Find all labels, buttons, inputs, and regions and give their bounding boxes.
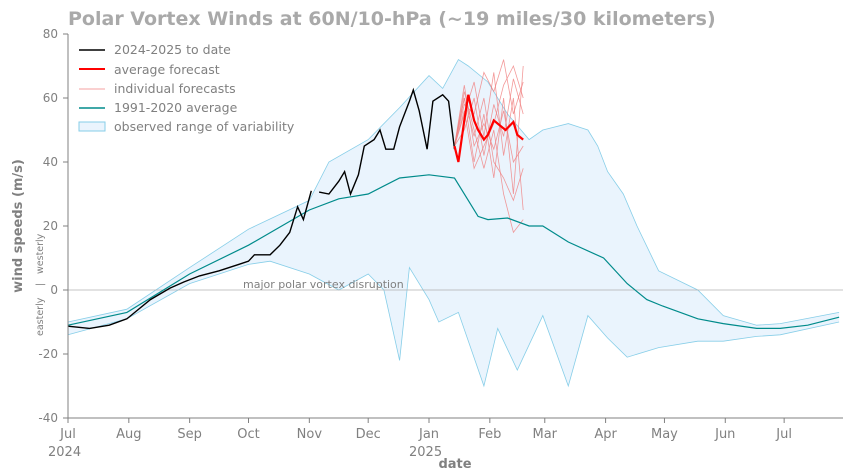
x-tick-label: Feb (478, 427, 501, 442)
y-sub-easterly: easterly (35, 297, 46, 336)
range-fill (68, 59, 840, 386)
x-tick-year: 2025 (409, 445, 442, 460)
average-forecast-line (453, 94, 524, 163)
x-tick-label: Mar (533, 427, 558, 442)
y-sub-separator: | (35, 283, 46, 286)
legend: 2024-2025 to date average forecast indiv… (78, 42, 295, 134)
x-tick-label: Aug (116, 427, 141, 442)
legend-label-observed: 2024-2025 to date (114, 42, 231, 57)
x-tick-label: Sep (177, 427, 202, 442)
x-tick-label: May (651, 427, 678, 442)
chart-title: Polar Vortex Winds at 60N/10-hPa (~19 mi… (68, 8, 716, 30)
x-tick-label: Oct (237, 427, 259, 442)
y-tick-label: 0 (50, 283, 58, 297)
climatology-line (67, 174, 840, 329)
legend-label-avg-forecast: average forecast (114, 62, 220, 77)
observed-segment-0 (67, 190, 312, 330)
average-forecast-series (453, 94, 524, 163)
individual-forecast-2 (454, 91, 524, 234)
x-tick-label: Nov (297, 427, 323, 442)
x-axis-label: date (438, 457, 471, 472)
individual-forecast-4 (454, 85, 524, 164)
x-tick-label: Jul (59, 427, 76, 442)
x-tick-label: Apr (594, 427, 617, 442)
observed-segment-1 (318, 87, 456, 197)
legend-swatch-range (78, 121, 106, 132)
x-tick-label: Jan (418, 427, 439, 442)
legend-label-range: observed range of variability (114, 119, 295, 134)
x-tick-year: 2024 (48, 445, 81, 460)
range-lower-edge (67, 260, 840, 388)
y-axis-label: wind speeds (m/s) (11, 159, 26, 293)
annotation: major polar vortex disruption (243, 278, 404, 291)
y-sub-westerly: westerly (35, 233, 46, 274)
legend-label-individual: individual forecasts (114, 81, 236, 96)
legend-label-climatology: 1991-2020 average (114, 100, 238, 115)
y-tick-label: 60 (43, 91, 58, 105)
x-tick-label: Jun (714, 427, 735, 442)
x-tick-label: Dec (356, 427, 381, 442)
y-tick-label: 80 (43, 27, 58, 41)
observed-line (67, 87, 456, 330)
x-tick-label: Jul (775, 427, 792, 442)
y-tick-label: 20 (43, 219, 58, 233)
y-tick-label: 40 (43, 155, 58, 169)
y-tick-label: -20 (38, 347, 58, 361)
y-tick-label: -40 (38, 411, 58, 425)
climatology-series (67, 174, 840, 329)
